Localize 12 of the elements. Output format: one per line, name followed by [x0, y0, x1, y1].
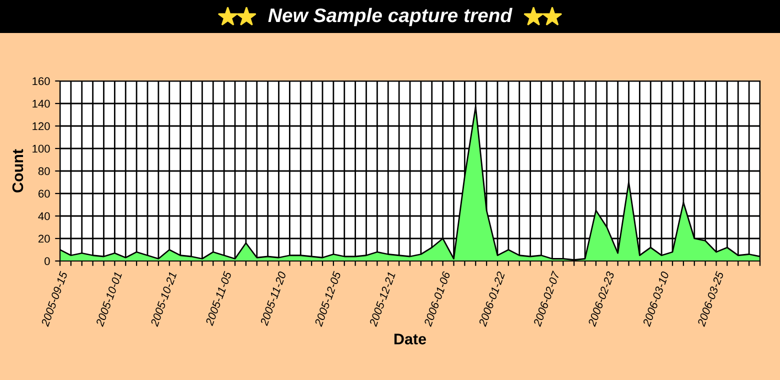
y-tick-label: 20 [38, 234, 50, 243]
y-tick-label: 140 [32, 100, 50, 108]
y-axis-title: Count [12, 149, 24, 192]
y-tick-label: 40 [38, 212, 50, 220]
chart-title: New Sample capture trend [268, 8, 512, 26]
y-tick-label: 100 [32, 144, 50, 153]
x-axis-title: Date [394, 334, 426, 344]
y-tick-label: 0 [44, 257, 50, 266]
y-tick-label: 80 [38, 167, 50, 176]
y-tick-label: 120 [32, 122, 50, 130]
y-tick-label: 160 [32, 77, 50, 86]
y-tick-label: 60 [38, 190, 50, 198]
